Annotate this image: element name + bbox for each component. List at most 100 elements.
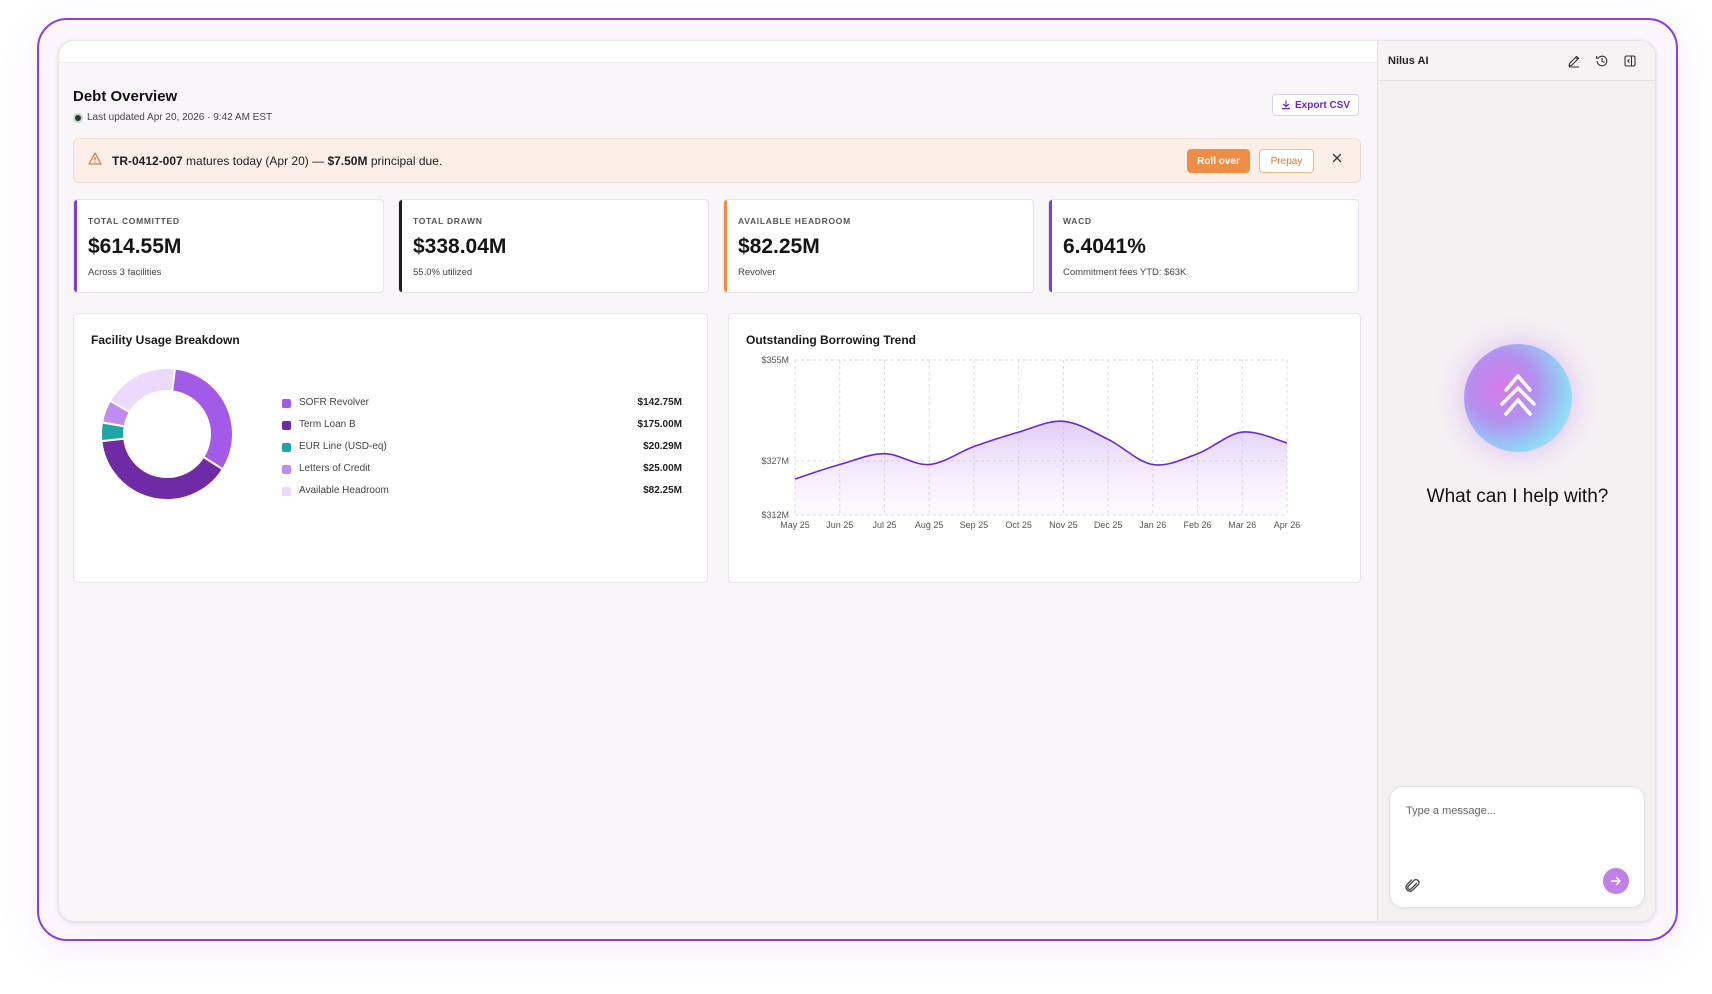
maturity-alert: TR-0412-007 matures today (Apr 20) — $7.… xyxy=(73,138,1361,183)
x-tick-label: Oct 25 xyxy=(1005,520,1032,530)
donut-chart xyxy=(100,367,234,501)
kpi-subtext: 55.0% utilized xyxy=(413,267,473,278)
download-icon xyxy=(1281,100,1291,110)
message-input[interactable] xyxy=(1406,805,1626,817)
chat-header: Nilus AI xyxy=(1378,41,1655,81)
kpi-subtext: Commitment fees YTD: $63K xyxy=(1063,267,1187,278)
kpi-label: AVAILABLE HEADROOM xyxy=(738,216,851,226)
chat-welcome-text: What can I help with? xyxy=(1426,486,1609,507)
kpi-value: 6.4041% xyxy=(1063,235,1146,258)
card-title: Facility Usage Breakdown xyxy=(91,333,240,347)
legend-item: Available Headroom $82.25M xyxy=(282,484,694,506)
legend-name: Letters of Credit xyxy=(299,463,371,474)
x-tick-label: Feb 26 xyxy=(1184,520,1212,530)
main-panel: Debt Overview Last updated Apr 20, 2026 … xyxy=(59,41,1377,921)
trend-area xyxy=(795,421,1287,515)
warning-icon xyxy=(88,152,102,168)
y-tick-label: $327M xyxy=(761,456,789,466)
trend-line xyxy=(794,420,1288,480)
export-csv-label: Export CSV xyxy=(1295,99,1351,111)
kpi-subtext: Revolver xyxy=(738,267,776,278)
alert-message-mid: matures today (Apr 20) — xyxy=(182,154,328,168)
alert-message-end: principal due. xyxy=(367,154,443,168)
x-tick-label: Aug 25 xyxy=(915,520,944,530)
legend-swatch xyxy=(282,421,291,430)
kpi-accent-bar xyxy=(399,200,402,292)
page-title: Debt Overview xyxy=(73,88,178,105)
nilus-logo-icon xyxy=(1500,374,1536,416)
kpi-value: $82.25M xyxy=(738,235,820,258)
attach-icon[interactable] xyxy=(1404,877,1422,895)
last-updated-text: Last updated Apr 20, 2026 · 9:42 AM EST xyxy=(87,112,273,123)
borrowing-trend-card: Outstanding Borrowing Trend $355M $327M $3… xyxy=(728,313,1361,583)
app-window: Debt Overview Last updated Apr 20, 2026 … xyxy=(58,40,1656,922)
kpi-card-total-committed: TOTAL COMMITTED $614.55M Across 3 facili… xyxy=(73,199,384,293)
legend-item: Term Loan B $175.00M xyxy=(282,418,694,440)
alert-tranche-id: TR-0412-007 xyxy=(112,154,183,168)
last-updated: Last updated Apr 20, 2026 · 9:42 AM EST xyxy=(73,112,272,123)
legend-item: Letters of Credit $25.00M xyxy=(282,462,694,484)
top-strip xyxy=(59,41,1377,63)
legend-name: SOFR Revolver xyxy=(299,397,370,408)
legend-item: EUR Line (USD-eq) $20.29M xyxy=(282,440,694,462)
kpi-card-available-headroom: AVAILABLE HEADROOM $82.25M Revolver xyxy=(723,199,1034,293)
legend-value: $25.00M xyxy=(643,463,682,474)
kpi-card-total-drawn: TOTAL DRAWN $338.04M 55.0% utilized xyxy=(398,199,709,293)
x-tick-label: Nov 25 xyxy=(1049,520,1078,530)
legend-value: $20.29M xyxy=(643,441,682,452)
legend-name: Available Headroom xyxy=(299,485,389,496)
y-tick-label: $355M xyxy=(761,355,789,365)
collapse-panel-icon[interactable] xyxy=(1622,53,1638,69)
legend-swatch xyxy=(282,443,291,452)
edit-icon[interactable] xyxy=(1566,53,1582,69)
legend-value: $175.00M xyxy=(637,419,682,430)
x-tick-label: Apr 26 xyxy=(1274,520,1301,530)
legend-name: EUR Line (USD-eq) xyxy=(299,441,387,452)
kpi-accent-bar xyxy=(74,200,77,292)
legend-name: Term Loan B xyxy=(299,419,356,430)
kpi-card-wacd: WACD 6.4041% Commitment fees YTD: $63K xyxy=(1048,199,1359,293)
facility-usage-card: Facility Usage Breakdown SOFR Revolver $… xyxy=(73,313,708,583)
y-tick-label: $312M xyxy=(761,510,789,520)
legend-value: $82.25M xyxy=(643,485,682,496)
send-button[interactable] xyxy=(1603,868,1629,894)
legend-swatch xyxy=(282,487,291,496)
alert-text: TR-0412-007 matures today (Apr 20) — $7.… xyxy=(112,154,442,168)
x-tick-label: Jun 25 xyxy=(826,520,853,530)
kpi-value: $614.55M xyxy=(88,235,182,258)
x-tick-label: Mar 26 xyxy=(1228,520,1256,530)
card-title: Outstanding Borrowing Trend xyxy=(746,333,916,347)
roll-over-button[interactable]: Roll over xyxy=(1187,149,1250,173)
status-dot-icon xyxy=(73,112,83,123)
alert-amount: $7.50M xyxy=(327,154,368,168)
prepay-button[interactable]: Prepay xyxy=(1259,149,1314,173)
ai-orb-logo xyxy=(1464,344,1572,452)
x-tick-label: May 25 xyxy=(780,520,810,530)
kpi-label: WACD xyxy=(1063,216,1092,226)
legend-item: SOFR Revolver $142.75M xyxy=(282,396,694,418)
donut-slice-4 xyxy=(108,367,177,414)
history-icon[interactable] xyxy=(1594,53,1610,69)
x-tick-label: Jan 26 xyxy=(1139,520,1166,530)
x-tick-label: Jul 25 xyxy=(872,520,896,530)
x-tick-label: Sep 25 xyxy=(960,520,989,530)
chat-title: Nilus AI xyxy=(1388,55,1429,67)
ai-chat-panel: Nilus AI What can I help with? xyxy=(1377,41,1655,921)
kpi-accent-bar xyxy=(724,200,727,292)
legend-swatch xyxy=(282,465,291,474)
legend-value: $142.75M xyxy=(637,397,682,408)
close-icon[interactable] xyxy=(1331,151,1343,167)
export-csv-button[interactable]: Export CSV xyxy=(1272,94,1360,116)
arrow-right-icon xyxy=(1610,876,1621,886)
legend-swatch xyxy=(282,399,291,408)
donut-slice-1 xyxy=(100,437,225,501)
kpi-accent-bar xyxy=(1049,200,1052,292)
kpi-value: $338.04M xyxy=(413,235,507,258)
kpi-label: TOTAL DRAWN xyxy=(413,216,483,226)
kpi-label: TOTAL COMMITTED xyxy=(88,216,180,226)
kpi-subtext: Across 3 facilities xyxy=(88,267,162,278)
x-tick-label: Dec 25 xyxy=(1094,520,1123,530)
message-composer xyxy=(1389,786,1645,908)
donut-slice-0 xyxy=(171,367,234,471)
